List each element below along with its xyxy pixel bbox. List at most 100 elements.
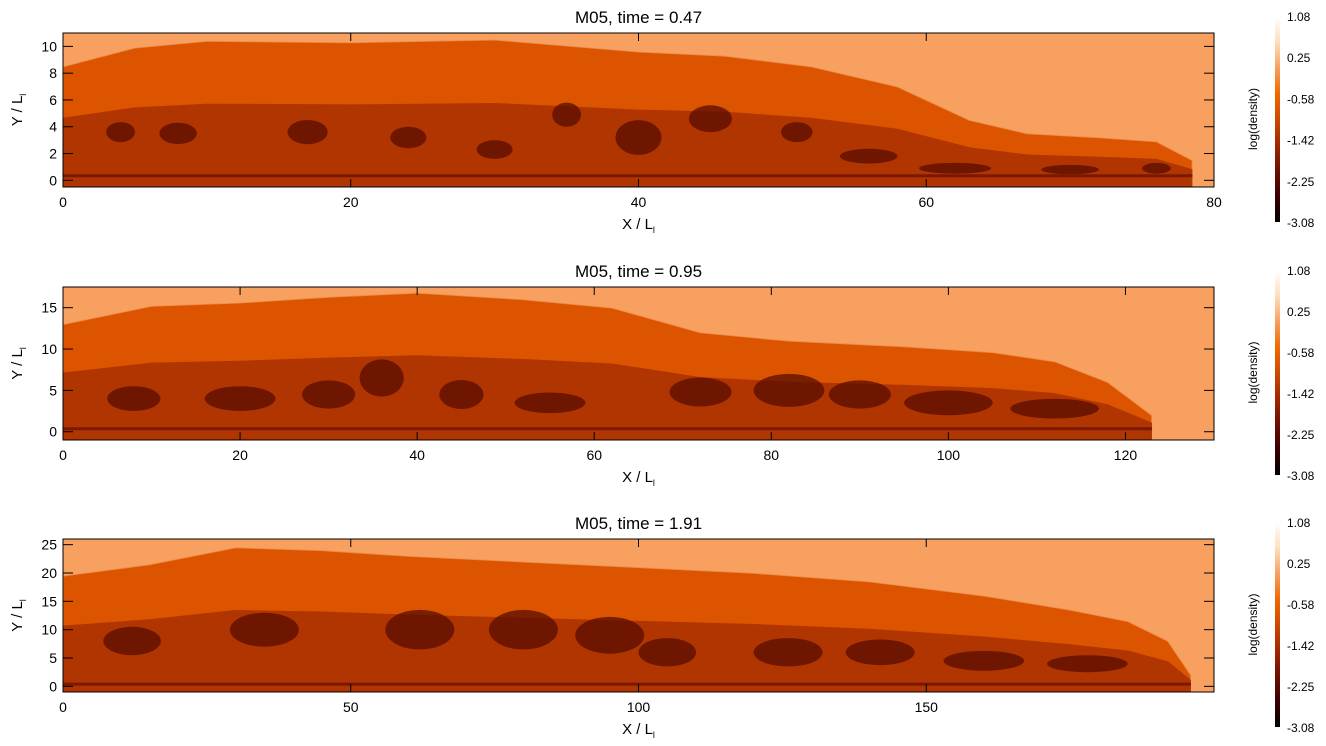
jet-beam	[63, 174, 1193, 178]
colorbar-tick-label: -1.42	[1287, 387, 1315, 401]
colorbar-tick-label: -3.08	[1287, 721, 1315, 735]
colorbar-tick-label: -3.08	[1287, 216, 1315, 230]
vortex	[828, 380, 891, 409]
x-tick-label: 60	[918, 194, 934, 210]
colorbar: 1.08 0.25 -0.58 -1.42 -2.25 -3.08 log(density)	[1246, 264, 1315, 483]
x-tick-label: 80	[1206, 194, 1222, 210]
y-tick-label: 15	[41, 593, 57, 609]
colorbar-label: log(density)	[1246, 593, 1260, 655]
y-tick-label: 5	[49, 650, 57, 666]
y-tick-label: 20	[41, 565, 57, 581]
x-tick-label: 20	[343, 194, 359, 210]
density-field	[63, 287, 1214, 440]
colorbar-gradient	[1275, 270, 1280, 475]
y-tick-label: 8	[49, 65, 57, 81]
vortex	[753, 373, 825, 407]
colorbar-gradient	[1275, 16, 1280, 222]
vortex	[753, 638, 823, 667]
vortex	[159, 122, 197, 145]
colorbar-tick-label: -2.25	[1287, 680, 1315, 694]
vortex	[1047, 655, 1128, 673]
vortex	[904, 390, 993, 416]
vortex	[103, 626, 161, 656]
vortex	[476, 140, 513, 159]
x-tick-label: 0	[59, 699, 67, 715]
panel-title: M05, time = 0.95	[575, 262, 702, 281]
x-tick-label: 60	[586, 447, 602, 463]
x-tick-label: 20	[232, 447, 248, 463]
colorbar-tick-label: -0.58	[1287, 92, 1315, 106]
bow-shock	[63, 38, 1194, 187]
vortex	[615, 120, 662, 155]
vortex	[943, 650, 1025, 671]
vortex	[287, 120, 328, 145]
x-tick-label: 0	[59, 194, 67, 210]
x-tick-label: 100	[937, 447, 961, 463]
density-panel: 0 20 40 60 80 100 120 0 5 10 15 M05, time = 0.95 X /…	[9, 262, 1215, 488]
vortex	[107, 386, 161, 411]
y-axis-label: Y / Ll	[9, 94, 28, 127]
vortex	[845, 639, 915, 666]
vortex	[575, 616, 645, 654]
vortex	[514, 392, 586, 414]
panel-title: M05, time = 1.91	[575, 514, 702, 533]
y-tick-label: 5	[49, 382, 57, 398]
y-tick-label: 2	[49, 146, 57, 162]
y-axis-label: Y / Ll	[9, 599, 28, 632]
vortex	[1041, 164, 1099, 175]
colorbar-tick-label: 1.08	[1287, 10, 1311, 24]
y-tick-label: 15	[41, 300, 57, 316]
vortex	[488, 609, 558, 650]
colorbar-tick-label: -2.25	[1287, 175, 1315, 189]
vortex	[204, 386, 276, 411]
vortex	[781, 122, 813, 143]
x-tick-label: 50	[343, 699, 359, 715]
density-panel: 0 20 40 60 80 0 2 4 6 8 10 M05, time = 0.47 X / Ll Y …	[9, 8, 1222, 235]
x-tick-label: 150	[915, 699, 939, 715]
y-tick-label: 10	[41, 38, 57, 54]
colorbar-tick-label: -1.42	[1287, 134, 1315, 148]
vortex	[552, 102, 581, 127]
y-tick-label: 0	[49, 678, 57, 694]
y-tick-label: 6	[49, 92, 57, 108]
colorbar-tick-label: -0.58	[1287, 598, 1315, 612]
vortex	[229, 612, 299, 647]
x-axis-label: X / Ll	[622, 216, 655, 235]
y-tick-label: 4	[49, 119, 57, 135]
vortex	[1142, 162, 1171, 174]
x-tick-label: 100	[627, 699, 651, 715]
vortex	[1010, 398, 1099, 419]
x-tick-label: 40	[409, 447, 425, 463]
jet-beam	[63, 682, 1191, 686]
colorbar-tick-label: 1.08	[1287, 516, 1311, 530]
vortex	[359, 359, 404, 397]
y-tick-label: 10	[41, 341, 57, 357]
colorbar-tick-label: -2.25	[1287, 428, 1315, 442]
x-axis-label: X / Ll	[622, 721, 655, 740]
mixing-layer	[63, 355, 1152, 440]
y-tick-label: 0	[49, 172, 57, 188]
density-field	[63, 539, 1214, 692]
vortex	[688, 105, 733, 133]
plot-frame	[62, 286, 1215, 441]
jet-beam	[63, 427, 1153, 431]
density-field	[63, 33, 1214, 187]
colorbar-tick-label: 0.25	[1287, 51, 1311, 65]
bow-shock	[63, 291, 1153, 440]
bow-shock	[63, 546, 1192, 692]
colorbar: 1.08 0.25 -0.58 -1.42 -2.25 -3.08 log(density)	[1246, 516, 1315, 735]
colorbar-tick-label: 0.25	[1287, 557, 1311, 571]
vortex	[638, 638, 697, 667]
y-axis-label: Y / Ll	[9, 347, 28, 380]
vortex	[439, 380, 484, 409]
vortex	[919, 162, 991, 174]
colorbar-label: log(density)	[1246, 88, 1260, 150]
x-tick-label: 120	[1114, 447, 1138, 463]
vortex	[106, 122, 135, 143]
x-tick-label: 0	[59, 447, 67, 463]
vortex	[669, 377, 732, 407]
colorbar-tick-label: 1.08	[1287, 264, 1311, 278]
density-panel: 0 50 100 150 0 5 10 15 20 25 M05, time = 1.91 X / L…	[9, 514, 1215, 740]
y-tick-label: 25	[41, 537, 57, 553]
